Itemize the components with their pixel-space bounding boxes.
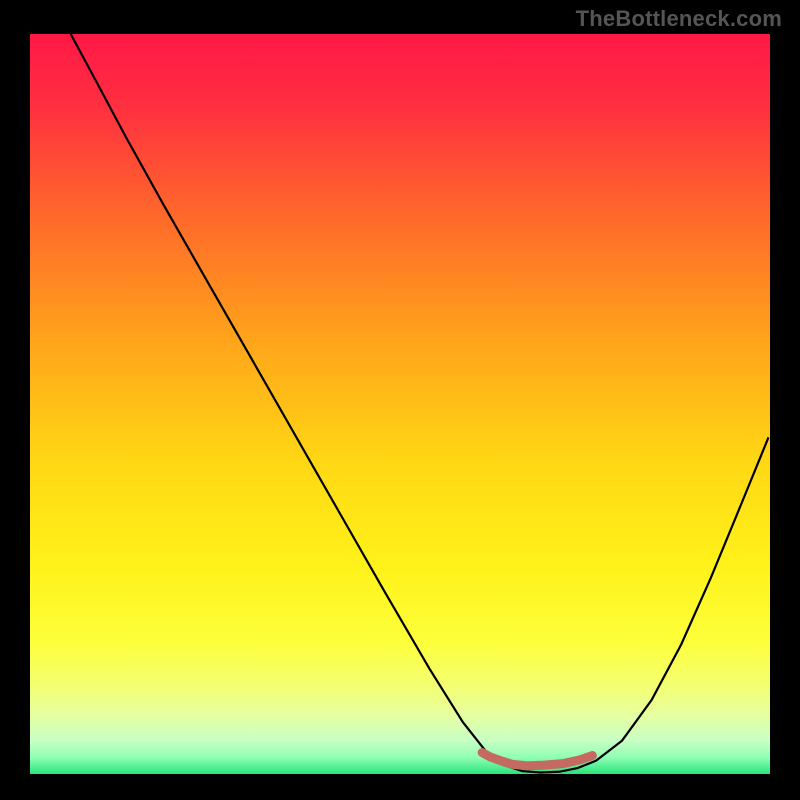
bottleneck-curve: [71, 34, 769, 773]
chart-frame: TheBottleneck.com: [0, 0, 800, 800]
plot-area: [30, 34, 770, 774]
curve-layer: [30, 34, 770, 774]
optimal-range-marker: [482, 753, 592, 766]
watermark-text: TheBottleneck.com: [576, 6, 782, 32]
